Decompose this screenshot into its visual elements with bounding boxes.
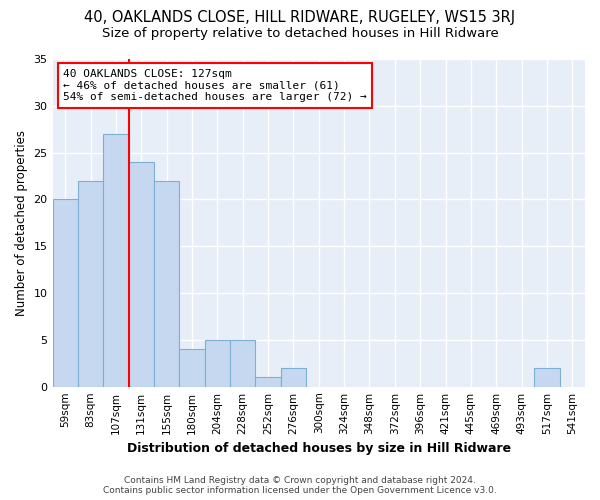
- Text: Size of property relative to detached houses in Hill Ridware: Size of property relative to detached ho…: [101, 28, 499, 40]
- Bar: [281, 368, 306, 386]
- Text: Contains HM Land Registry data © Crown copyright and database right 2024.
Contai: Contains HM Land Registry data © Crown c…: [103, 476, 497, 495]
- Bar: [128, 162, 154, 386]
- X-axis label: Distribution of detached houses by size in Hill Ridware: Distribution of detached houses by size …: [127, 442, 511, 455]
- Bar: [205, 340, 230, 386]
- Text: 40 OAKLANDS CLOSE: 127sqm
← 46% of detached houses are smaller (61)
54% of semi-: 40 OAKLANDS CLOSE: 127sqm ← 46% of detac…: [63, 69, 367, 102]
- Bar: [256, 378, 281, 386]
- Bar: [103, 134, 128, 386]
- Text: 40, OAKLANDS CLOSE, HILL RIDWARE, RUGELEY, WS15 3RJ: 40, OAKLANDS CLOSE, HILL RIDWARE, RUGELE…: [85, 10, 515, 25]
- Bar: [53, 200, 78, 386]
- Bar: [179, 349, 205, 387]
- Bar: [534, 368, 560, 386]
- Bar: [230, 340, 256, 386]
- Bar: [78, 180, 103, 386]
- Y-axis label: Number of detached properties: Number of detached properties: [15, 130, 28, 316]
- Bar: [154, 180, 179, 386]
